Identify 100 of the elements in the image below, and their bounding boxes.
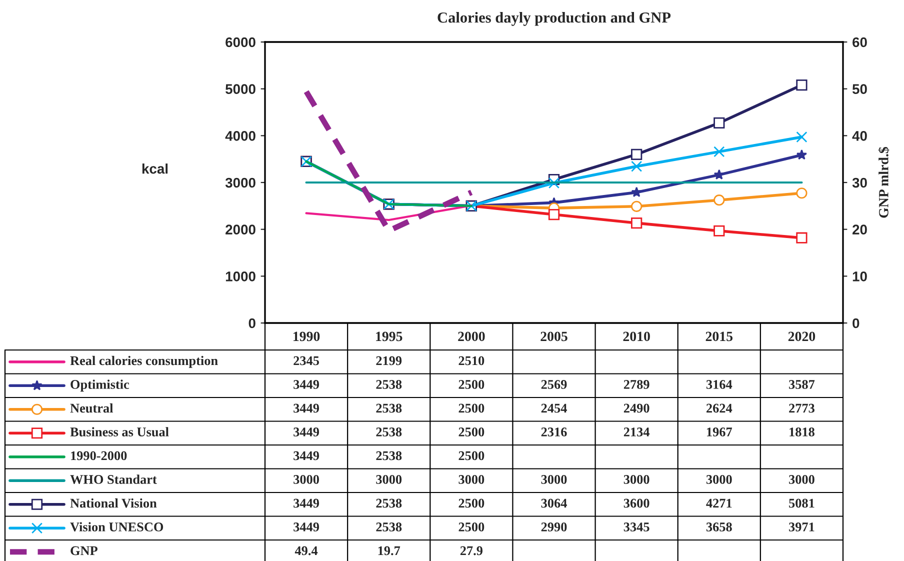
legend-label: Neutral [70, 403, 114, 413]
point [796, 149, 808, 160]
legend-label: Vision UNESCO [70, 522, 164, 532]
data-label: 49.4 [294, 546, 318, 556]
chart-title: Calories dayly production and GNP [438, 12, 671, 26]
point [631, 218, 642, 229]
data-label: 3000 [458, 475, 484, 484]
point [548, 208, 560, 220]
data-label: 2773 [789, 404, 814, 413]
data-label: 1818 [790, 428, 814, 436]
data-label: 3164 [706, 380, 732, 389]
y-tick-label: 5000 [226, 84, 256, 94]
legend-label: Real calories consumption [70, 356, 218, 368]
x-tick-label: 2000 [458, 332, 485, 342]
data-label: 5081 [789, 498, 814, 508]
data-label: 2789 [624, 380, 650, 389]
data-label: 3600 [624, 498, 650, 508]
y-axis-title: kcal [142, 164, 168, 174]
point [714, 194, 725, 206]
legend-label: WHO Standart [70, 474, 157, 484]
data-label: 2538 [376, 522, 402, 532]
point [796, 188, 808, 199]
data-label: 2500 [458, 498, 484, 508]
data-label: 2490 [624, 404, 650, 413]
data-label: 3000 [789, 475, 814, 484]
legend-label: Optimistic [70, 380, 130, 392]
data-label: 3000 [706, 475, 732, 484]
data-label: 2538 [376, 404, 402, 413]
data-label: 3449 [294, 428, 320, 436]
data-label: 2199 [376, 356, 402, 366]
y-tick-label: 6000 [226, 37, 256, 48]
point [796, 131, 808, 143]
data-label: 3000 [294, 475, 319, 484]
x-tick-label: 2005 [540, 332, 568, 342]
y-tick-label: 0 [248, 318, 256, 328]
data-label: 3000 [376, 475, 402, 484]
x-tick-label: 2015 [706, 332, 733, 342]
x-tick-label: 2020 [788, 332, 816, 342]
data-label: 4271 [706, 498, 732, 508]
data-label: 2990 [541, 522, 567, 532]
point [714, 169, 724, 180]
legend-label: National Vision [70, 498, 157, 508]
y2-axis-title: GNP mlrd.$ [878, 147, 890, 218]
legend-label: 1990-2000 [71, 451, 127, 460]
data-label: 3658 [706, 522, 732, 532]
point [796, 232, 808, 244]
data-label: 3449 [294, 522, 320, 532]
data-label: 2624 [706, 404, 732, 413]
y2-tick-label: 10 [852, 272, 867, 282]
point [714, 117, 725, 129]
point [548, 177, 560, 189]
x-tick-label: 1990 [294, 332, 320, 342]
y-tick-label: 2000 [226, 224, 256, 235]
data-label: 2500 [458, 380, 484, 389]
legend-label: Business as Usual [70, 427, 169, 436]
data-label: 2454 [541, 404, 567, 413]
data-label: 27.9 [460, 546, 482, 556]
y2-tick-label: 30 [852, 178, 867, 188]
y2-tick-label: 40 [852, 131, 867, 141]
data-label: 3000 [624, 475, 650, 484]
data-label: 3000 [541, 475, 567, 484]
data-label: 1967 [707, 428, 732, 436]
point [714, 146, 725, 158]
point [631, 200, 642, 212]
data-label: 2500 [458, 522, 484, 532]
data-label: 2345 [294, 356, 319, 366]
x-tick-label: 1995 [376, 332, 402, 342]
data-label: 3449 [294, 380, 320, 389]
data-label: 3449 [294, 451, 320, 460]
y2-tick-label: 0 [852, 318, 860, 328]
data-label: 19.7 [378, 546, 400, 556]
y2-tick-label: 60 [852, 37, 867, 48]
y2-tick-label: 50 [852, 84, 867, 94]
x-tick-label: 2010 [623, 332, 650, 342]
point [714, 225, 725, 236]
data-label: 2500 [458, 404, 484, 413]
data-label: 2500 [458, 428, 484, 436]
data-label: 2134 [624, 428, 650, 436]
y-tick-label: 3000 [225, 178, 256, 188]
data-label: 3064 [541, 498, 567, 508]
point [631, 186, 642, 198]
y-tick-label: 1000 [226, 272, 256, 282]
data-label: 2538 [376, 380, 402, 389]
legend-label: GNP [70, 546, 98, 556]
data-label: 2538 [376, 498, 402, 508]
data-label: 3345 [624, 522, 650, 532]
point [631, 148, 642, 160]
data-label: 3449 [294, 404, 320, 413]
data-label: 2538 [376, 451, 402, 460]
data-label: 2316 [541, 428, 567, 436]
data-label: 2569 [541, 380, 567, 389]
point [796, 79, 808, 91]
point [631, 160, 642, 172]
data-label: 2500 [458, 451, 484, 460]
data-label: 2538 [376, 428, 402, 436]
y-tick-label: 4000 [225, 131, 256, 141]
data-label: 2510 [458, 356, 484, 366]
data-label: 3587 [789, 380, 815, 389]
data-label: 3971 [789, 522, 814, 532]
y2-tick-label: 20 [852, 224, 867, 235]
